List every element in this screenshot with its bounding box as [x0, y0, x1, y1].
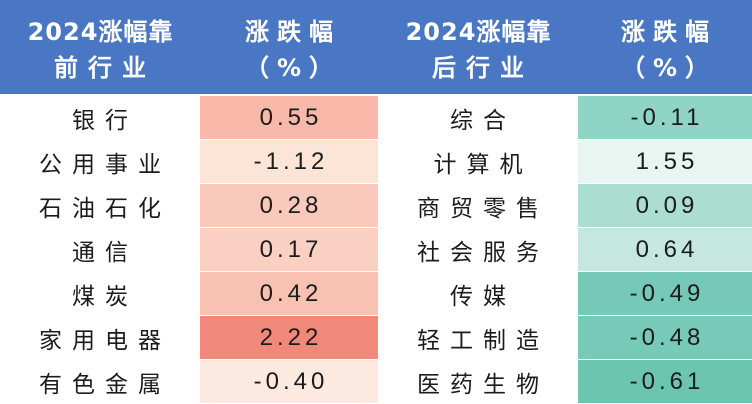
- top-change-cell: 0.55: [200, 96, 378, 140]
- bottom-change-cell: -0.11: [578, 96, 752, 140]
- top-change-cell: -0.40: [200, 360, 378, 404]
- bottom-industry-cell: 综合: [378, 96, 578, 140]
- top-industry-cell: 银行: [0, 96, 200, 140]
- bottom-change-cell: 1.55: [578, 140, 752, 184]
- top-industry-cell: 煤炭: [0, 272, 200, 316]
- top-industry-cell: 有色金属: [0, 360, 200, 404]
- bottom-industry-cell: 商贸零售: [378, 184, 578, 228]
- bottom-industry-cell: 计算机: [378, 140, 578, 184]
- column-header-line: 涨跌幅: [245, 18, 341, 46]
- top-industry-cell: 家用电器: [0, 316, 200, 360]
- top-change-cell: 2.22: [200, 316, 378, 360]
- column-header-bottom-change: 涨跌幅 （%）: [578, 0, 752, 94]
- top-change-cell: 0.28: [200, 184, 378, 228]
- bottom-industry-cell: 医药生物: [378, 360, 578, 404]
- table-body: 银行 0.55 综合 -0.11 公用事业 -1.12 计算机 1.55 石油石…: [0, 96, 752, 404]
- column-header-top-change: 涨跌幅 （%）: [200, 0, 378, 94]
- top-industry-cell: 通信: [0, 228, 200, 272]
- column-header-line: （%）: [620, 54, 718, 82]
- column-header-line: 前行业: [54, 54, 156, 82]
- top-change-cell: -1.12: [200, 140, 378, 184]
- bottom-change-cell: -0.49: [578, 272, 752, 316]
- top-industry-cell: 石油石化: [0, 184, 200, 228]
- bottom-industry-cell: 传媒: [378, 272, 578, 316]
- column-header-line: （%）: [244, 54, 342, 82]
- bottom-change-cell: -0.48: [578, 316, 752, 360]
- column-header-line: 2024涨幅靠: [405, 18, 552, 46]
- top-change-cell: 0.17: [200, 228, 378, 272]
- column-header-top-industry: 2024涨幅靠 前行业: [0, 0, 200, 94]
- table-header: 2024涨幅靠 前行业 涨跌幅 （%） 2024涨幅靠 后行业 涨跌幅 （%）: [0, 0, 752, 94]
- bottom-change-cell: -0.61: [578, 360, 752, 404]
- top-industry-cell: 公用事业: [0, 140, 200, 184]
- column-header-line: 2024涨幅靠: [27, 18, 174, 46]
- top-change-cell: 0.42: [200, 272, 378, 316]
- column-header-line: 涨跌幅: [621, 18, 717, 46]
- column-header-bottom-industry: 2024涨幅靠 后行业: [378, 0, 578, 94]
- bottom-industry-cell: 轻工制造: [378, 316, 578, 360]
- bottom-industry-cell: 社会服务: [378, 228, 578, 272]
- bottom-change-cell: 0.09: [578, 184, 752, 228]
- bottom-change-cell: 0.64: [578, 228, 752, 272]
- column-header-line: 后行业: [432, 54, 534, 82]
